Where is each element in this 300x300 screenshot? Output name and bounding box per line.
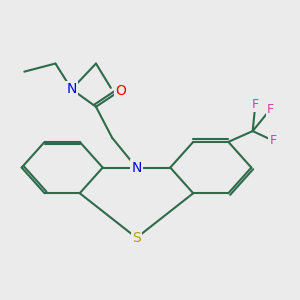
Text: O: O (115, 84, 126, 98)
Text: S: S (132, 231, 141, 245)
Text: F: F (252, 98, 259, 111)
Text: N: N (67, 82, 77, 96)
Text: N: N (131, 160, 142, 175)
Text: F: F (267, 103, 274, 116)
Text: F: F (269, 134, 277, 147)
